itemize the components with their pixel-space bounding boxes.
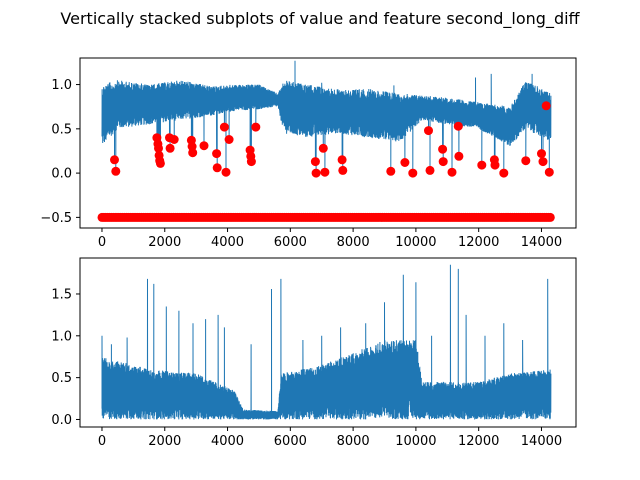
anomaly-point (155, 158, 165, 168)
anomaly-point (490, 160, 500, 170)
anomaly-point (438, 144, 448, 154)
series-line (101, 60, 552, 174)
anomaly-point (320, 167, 330, 177)
anomaly-point (544, 167, 554, 177)
anomaly-point (521, 156, 531, 166)
x-tick-label: 10000 (395, 434, 436, 449)
anomaly-point (246, 157, 256, 167)
top-subplot: 0 2000 4000 6000 8000 10000 12000 14000 −0.5 0.0… (40, 57, 577, 250)
top-plot-marks (97, 60, 555, 222)
anomaly-point (318, 143, 328, 153)
anomaly-point (337, 155, 347, 165)
anomaly-point (188, 148, 198, 158)
top-axes-frame (79, 57, 577, 229)
x-tick-label: 12000 (458, 434, 499, 449)
y-tick-label: 0.0 (51, 167, 72, 182)
anomaly-point (310, 157, 320, 167)
anomaly-point (454, 151, 464, 161)
anomaly-point (212, 163, 222, 173)
x-tick-label: 8000 (337, 434, 370, 449)
x-tick-label: 10000 (395, 235, 436, 250)
anomaly-point (408, 168, 418, 178)
y-tick-label: −0.5 (40, 211, 72, 226)
y-tick-label: 0.5 (51, 371, 72, 386)
anomaly-point (111, 166, 121, 176)
anomaly-point (224, 135, 234, 144)
x-tick-label: 14000 (521, 235, 562, 250)
x-tick-label: 6000 (274, 235, 307, 250)
anomaly-point (199, 141, 209, 151)
anomaly-point (386, 166, 396, 176)
x-tick-label: 2000 (148, 434, 181, 449)
anomaly-point (541, 101, 551, 111)
anomaly-point (477, 160, 487, 170)
anomaly-point (424, 126, 433, 136)
anomaly-point (538, 157, 548, 167)
series-line (101, 264, 552, 420)
anomaly-point (212, 149, 222, 159)
anomaly-point (338, 165, 348, 175)
x-tick-label: 6000 (274, 434, 307, 449)
y-tick-label: 0.0 (51, 413, 72, 428)
top-x-axis: 0 2000 4000 6000 8000 10000 12000 14000 (98, 228, 562, 250)
anomaly-point (499, 168, 509, 178)
anomaly-point (169, 135, 179, 144)
anomaly-point (425, 165, 435, 175)
x-tick-label: 8000 (337, 235, 370, 250)
anomaly-point (447, 167, 457, 177)
anomaly-point (219, 122, 229, 132)
y-tick-label: 0.5 (51, 122, 72, 137)
anomaly-point (154, 143, 163, 153)
baseline-point (545, 212, 555, 222)
anomaly-point (453, 121, 463, 131)
x-tick-label: 12000 (458, 235, 499, 250)
y-tick-label: 1.0 (51, 329, 72, 344)
anomaly-point (400, 158, 410, 167)
anomaly-point (165, 143, 175, 153)
x-tick-label: 4000 (211, 235, 244, 250)
x-tick-label: 4000 (211, 434, 244, 449)
bottom-axes-frame (79, 257, 577, 428)
bottom-subplot: 0 2000 4000 6000 8000 10000 12000 14000 0.0 0.5 1… (51, 257, 577, 449)
anomaly-point (311, 168, 321, 178)
anomaly-point (221, 167, 231, 177)
y-tick-label: 1.5 (51, 287, 72, 302)
bottom-y-axis: 0.0 0.5 1.0 1.5 (51, 287, 80, 428)
x-tick-label: 2000 (148, 235, 181, 250)
anomaly-point (537, 149, 546, 159)
anomaly-point (251, 122, 261, 132)
x-tick-label: 0 (98, 434, 106, 449)
x-tick-label: 14000 (521, 434, 562, 449)
bottom-x-axis: 0 2000 4000 6000 8000 10000 12000 14000 (98, 427, 562, 449)
bottom-plot-marks (101, 264, 552, 420)
top-y-axis: −0.5 0.0 0.5 1.0 (40, 78, 80, 226)
figure-title: Vertically stacked subplots of value and… (60, 9, 580, 29)
anomaly-point (110, 155, 119, 165)
y-tick-label: 1.0 (51, 78, 72, 93)
x-tick-label: 0 (98, 235, 106, 250)
anomaly-point (438, 157, 448, 167)
